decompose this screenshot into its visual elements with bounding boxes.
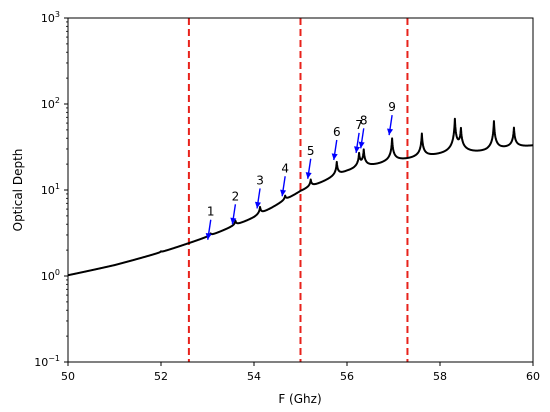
x-tick-label: 54: [247, 370, 261, 383]
annotation-label-8: 8: [360, 113, 368, 127]
annotation-arrowhead-9: [387, 128, 394, 136]
y-tick-label: 101: [41, 182, 60, 197]
annotation-label-9: 9: [388, 100, 396, 114]
annotation-arrowhead-5: [305, 172, 312, 179]
annotation-arrowhead-1: [205, 233, 212, 240]
x-tick-label: 60: [526, 370, 540, 383]
annotation-arrowhead-8: [358, 141, 365, 149]
y-tick-label: 100: [41, 268, 60, 283]
annotation-label-3: 3: [256, 173, 264, 187]
annotation-label-1: 1: [207, 205, 215, 219]
x-tick-label: 56: [340, 370, 354, 383]
annotation-label-2: 2: [232, 189, 240, 203]
annotation-arrowhead-7: [354, 146, 361, 153]
annotation-label-6: 6: [333, 125, 341, 139]
x-tick-label: 52: [154, 370, 168, 383]
x-tick-label: 58: [433, 370, 447, 383]
y-tick-label: 10−1: [34, 354, 60, 369]
y-tick-label: 102: [41, 96, 60, 111]
annotation-label-4: 4: [281, 161, 289, 175]
annotation-arrowhead-6: [331, 153, 338, 161]
annotation-arrowhead-4: [280, 189, 287, 197]
y-axis-label: Optical Depth: [11, 149, 25, 232]
annotation-label-5: 5: [307, 144, 315, 158]
annotation-arrowhead-2: [230, 217, 237, 225]
annotation-arrowhead-3: [254, 201, 261, 209]
optical-depth-series: [68, 117, 533, 277]
annotation-label-7: 7: [355, 118, 363, 132]
x-axis-label: F (Ghz): [278, 392, 321, 406]
y-tick-label: 103: [41, 10, 60, 25]
x-tick-label: 50: [61, 370, 75, 383]
